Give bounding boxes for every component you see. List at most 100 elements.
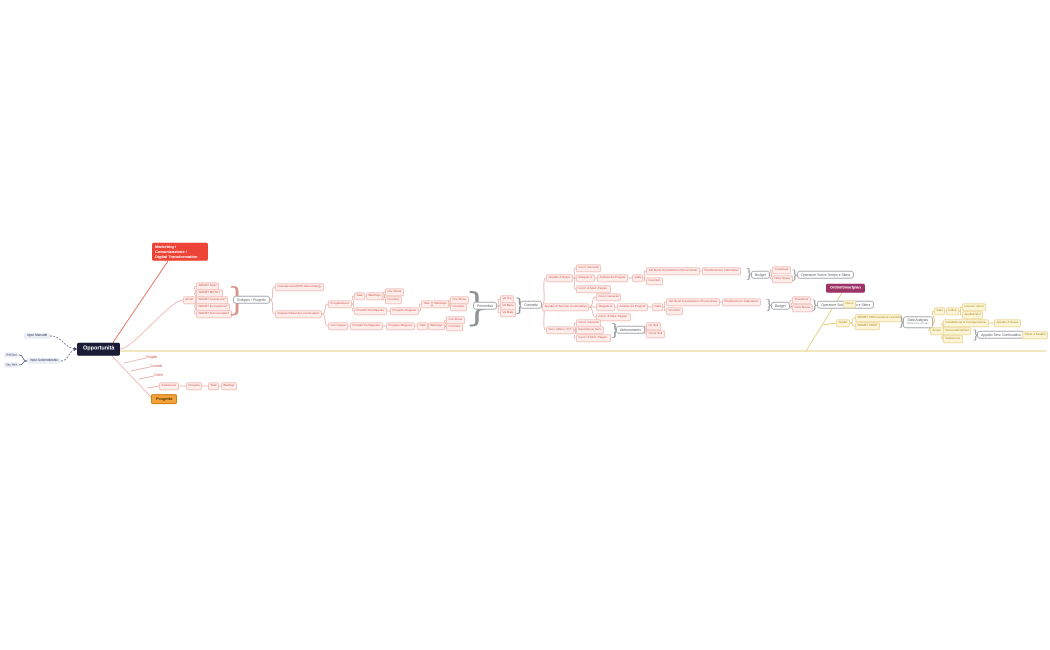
edge — [146, 385, 160, 389]
mindmap-node-backC[interactable]: Backlogs — [428, 322, 446, 330]
brace-glyph: } — [791, 267, 799, 282]
mindmap-node-prodB[interactable]: Prodotti Da Mappare — [354, 307, 387, 315]
mindmap-node-pc2[interactable]: Pianificazione Calendario — [722, 298, 761, 306]
mindmap-node-email[interactable]: Email — [183, 296, 196, 304]
mindmap-node-costA[interactable]: Cost Est. — [385, 296, 403, 304]
mindmap-node-ns2[interactable]: Nota Spese — [792, 304, 813, 312]
mindmap-node-crs[interactable]: Cross Sell — [646, 330, 665, 338]
mindmap-node-contr[interactable]: Contratto — [520, 300, 542, 310]
mindmap-node-ns1[interactable]: Nota Spese — [772, 275, 793, 283]
mindmap-node-cond2[interactable]: Cond. Generali — [596, 293, 622, 301]
mindmap-node-asc[interactable]: Appalto di Servizio Continuativo — [542, 303, 590, 311]
mindmap-node-ap1[interactable]: Assistenza Progetti — [597, 274, 628, 282]
mindmap-node-pb7[interactable]: Backlog — [221, 382, 237, 390]
mindmap-node-progz[interactable]: Progettazione — [328, 300, 352, 308]
mindmap-node-s5[interactable]: SMART Documentale? — [196, 310, 232, 318]
arrowhead — [74, 347, 77, 351]
mindmap-node-prodC[interactable]: Prodotti Da Mappare — [350, 322, 383, 330]
mindmap-node-pb5[interactable]: Progetto — [186, 382, 203, 390]
mindmap-node-cond1[interactable]: Cond. Generali — [576, 264, 602, 272]
mindmap-node-abb[interactable]: Abbonamento — [616, 325, 646, 335]
mindmap-node-scopo[interactable]: Scopo — [930, 327, 944, 335]
mindmap-node-prev[interactable]: Preventivo — [473, 301, 498, 311]
mindmap-node-taskB[interactable]: Task — [421, 300, 433, 308]
edge — [18, 354, 28, 362]
mindmap-node-pers[interactable]: Personalizzazioni — [943, 327, 972, 335]
mindmap-node-vm[interactable]: Va Male — [500, 309, 516, 317]
mindmap-node-pb3[interactable]: Clienti — [154, 373, 163, 378]
edge — [138, 375, 155, 380]
mindmap-node-inst[interactable]: Installazione & Configurazione — [943, 319, 989, 327]
mindmap-node-taskA[interactable]: Task — [354, 292, 366, 300]
mindmap-node-pb2[interactable]: Contratti — [150, 364, 163, 369]
mindmap-node-ia[interactable]: Input Automatizzato — [27, 357, 61, 365]
edge — [18, 360, 28, 366]
mindmap-node-all1[interactable]: Allegato A — [576, 274, 595, 282]
mindmap-node-jr1[interactable]: Job Ruoli Impostazione Preventivate — [646, 267, 700, 275]
mindmap-node-comm[interactable]: Commessa — [328, 322, 349, 330]
mindmap-node-hs[interactable]: HubSpot — [4, 352, 19, 358]
mindmap-node-ass3[interactable]: Assistenza — [943, 335, 963, 343]
mindmap-node-costB[interactable]: Cost Est. — [450, 303, 468, 311]
mindmap-node-pag1[interactable]: Contr. & Mod. Pagam. — [576, 285, 611, 293]
mindmap-node-root[interactable]: Opportunità — [77, 342, 121, 356]
brace-glyph: } — [514, 296, 525, 314]
edge — [351, 303, 355, 312]
edge — [849, 322, 856, 327]
mindmap-node-intl[interactable]: Intlink — [946, 307, 959, 315]
edge — [321, 313, 329, 327]
mindmap-node-crm1[interactable]: SMART CRM Gestione Licenze — [855, 314, 903, 322]
mindmap-node-ce2[interactable]: Cost Est. — [666, 307, 684, 315]
brace-glyph: } — [745, 267, 754, 283]
mindmap-node-ao[interactable]: Appalto d'Opera — [546, 274, 573, 282]
mindmap-node-pb6[interactable]: Task — [208, 382, 220, 390]
mindmap-node-gaia1[interactable]: Gaia — [632, 274, 644, 282]
edge — [642, 277, 647, 282]
mindmap-node-svil[interactable]: Sviluppo / Progetto — [233, 295, 270, 305]
mindmap-node-da[interactable]: Data Analysis Resoconto dei dati — [903, 316, 933, 328]
mindmap-node-op1[interactable]: Operatore Scrive Tempo e Stima — [797, 270, 855, 280]
mindmap-node-ana[interactable]: Analisi — [836, 319, 850, 327]
mindmap-node-bud1[interactable]: Budget — [751, 270, 770, 280]
mindmap-node-pag3[interactable]: Contr. & Mod. Pagam. — [576, 334, 611, 342]
mindmap-node-assist[interactable]: Assistenza/service continuativo — [275, 310, 322, 318]
mindmap-node-pc1[interactable]: Pianificazione Calendario — [702, 267, 741, 275]
mindmap-node-im[interactable]: Input Manuale — [24, 332, 51, 340]
mindmap-node-gaia2[interactable]: Gaia — [652, 303, 664, 311]
mindmap-node-sab[interactable]: Serv. Abbon. ICT — [546, 326, 574, 334]
mindmap-node-crm2[interactable]: SMART CRM? — [855, 322, 880, 330]
mindmap-node-desc3[interactable]: Descrizione Serv. — [576, 326, 605, 334]
mindmap-node-appz[interactable]: Applicazioni — [962, 311, 984, 319]
mindmap-node-ascn[interactable]: Appalto Serv. Continuativo — [977, 330, 1025, 340]
mindmap-node-mapC[interactable]: Progetto Mappato — [386, 322, 415, 330]
mindmap-node-ce1[interactable]: Cost Est. — [646, 277, 664, 285]
mindmap-node-all2[interactable]: Allegato A — [596, 303, 615, 311]
mindmap-node-jr2[interactable]: Job Ruoli Impostazione Preventivate — [666, 298, 720, 306]
mindmap-node-lic[interactable]: Licenze Utenti — [962, 303, 987, 311]
mindmap-node-mag[interactable]: Ordini/Smartplan — [826, 283, 865, 293]
mindmap-node-ao2[interactable]: Appalto d'Opera — [994, 319, 1021, 327]
mindmap-node-demo[interactable]: Demo — [843, 300, 857, 308]
edge — [448, 303, 451, 308]
mindmap-node-backA[interactable]: Backlogs — [366, 292, 384, 300]
mindmap-node-pb4[interactable]: Assistenza — [159, 382, 179, 390]
mindmap-node-ap2[interactable]: Assistenza Progetti — [617, 303, 648, 311]
mindmap-node-ts1[interactable]: Timesheet — [772, 266, 791, 274]
mindmap-node-bud2[interactable]: Budget — [771, 301, 790, 311]
mindmap-node-gaia3[interactable]: Gaia — [934, 307, 946, 315]
mindmap-node-taskC[interactable]: Task — [417, 322, 429, 330]
mindmap-node-sw[interactable]: Sito Web — [4, 362, 20, 368]
mindmap-node-backB[interactable]: Backlogs — [432, 300, 450, 308]
mindmap-node-obox[interactable]: Progetto — [151, 394, 178, 404]
mindmap-node-oreA[interactable]: Ore Stima — [385, 288, 404, 296]
mindmap-node-orient[interactable]: Orientamento/MVP data strategy — [275, 283, 324, 291]
mindmap-node-mktg[interactable]: Marketing / Comunicazione / Digital Tran… — [152, 242, 208, 262]
mindmap-node-costC[interactable]: Cost Est. — [446, 323, 464, 331]
mindmap-node-mapB[interactable]: Progetto Mappato — [390, 307, 419, 315]
mindmap-node-pb1[interactable]: Progetti — [146, 355, 157, 360]
mindmap-node-pag2[interactable]: Contr. & Mod. Pagam. — [596, 313, 631, 321]
mindmap-node-ups[interactable]: Up Sell — [646, 322, 661, 330]
mindmap-node-tick[interactable]: Ticket a Scalare — [1022, 331, 1049, 339]
mindmap-node-ts2[interactable]: Timesheet — [792, 296, 811, 304]
